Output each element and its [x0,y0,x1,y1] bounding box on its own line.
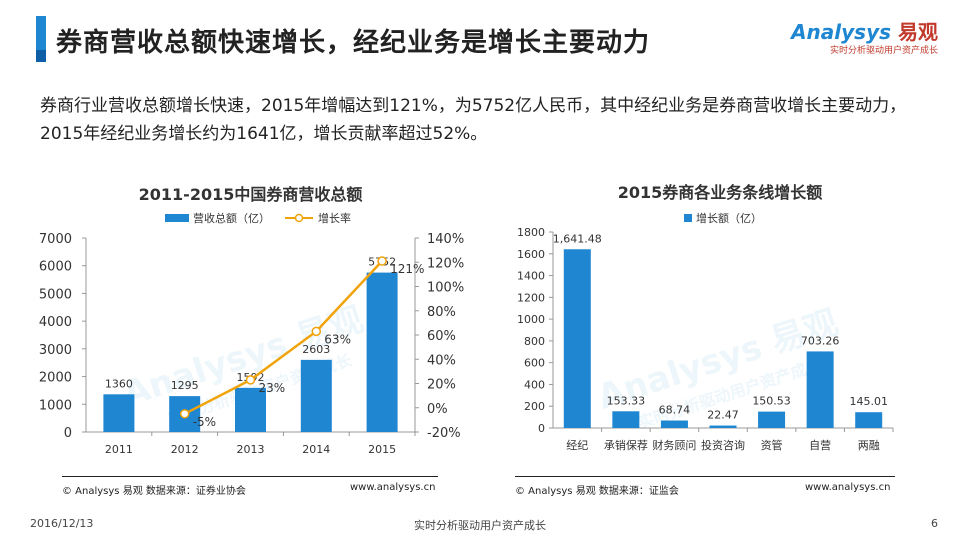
y-tick-label: 0 [64,426,72,441]
y-tick-label: 1000 [39,398,72,413]
y2-tick-label: 140% [427,232,464,247]
y2-tick-label: 100% [427,281,464,296]
x-tick-label: 2011 [105,443,133,456]
y2-tick-label: 0% [427,402,448,417]
legend-swatch-revenue [165,214,189,222]
footer-slogan: 实时分析驱动用户资产成长 [414,519,546,532]
x-tick-label: 2013 [237,443,265,456]
x-tick-label: 2014 [302,443,330,456]
revenue-bar [300,359,332,432]
page-title: 券商营收总额快速增长，经纪业务是增长主要动力 [56,28,651,58]
growth-bar [612,411,640,428]
chart1-source-divider [62,476,438,477]
y-tick-label: 800 [524,335,545,348]
y2-tick-label: 20% [427,378,456,393]
chart-title: 2011-2015中国券商营收总额 [139,185,363,204]
y-tick-label: 5000 [39,287,72,302]
y2-tick-label: -20% [427,426,461,441]
x-tick-label: 财务顾问 [652,438,696,452]
intro-paragraph: 券商行业营收总额增长快速，2015年增幅达到121%，为5752亿人民币，其中经… [40,96,907,144]
growth-bar [855,412,883,428]
growth-data-label: -5% [193,415,216,429]
y-tick-label: 7000 [39,232,72,247]
page-number: 6 [931,517,938,530]
revenue-chart: Analysys 易观实时分析驱动用户资产成长2011-2015中国券商营收总额… [39,185,464,456]
y-tick-label: 3000 [39,343,72,358]
x-tick-label: 2015 [368,443,396,456]
x-tick-label: 资管 [761,438,783,452]
revenue-data-label: 1360 [105,377,133,390]
y-tick-label: 6000 [39,260,72,275]
growth-data-label: 153.33 [607,394,646,407]
y-tick-label: 2000 [39,371,72,386]
logo-slogan: 实时分析驱动用户资产成长 [829,46,938,56]
y2-tick-label: 60% [427,329,456,344]
y-tick-label: 400 [524,378,545,391]
x-tick-label: 自营 [809,438,831,452]
growth-bar [709,425,737,428]
y-tick-label: 1800 [517,226,545,239]
growth-data-label: 23% [259,381,286,395]
growth-bar [806,351,834,428]
y2-tick-label: 120% [427,256,464,271]
growth-bar [660,420,688,428]
chart2-url: www.analysys.cn [805,482,891,493]
revenue-bar [103,394,135,432]
growth-data-label: 68.74 [659,404,691,417]
chart2-source: © Analysys 易观 数据来源：证监会 [515,486,679,497]
growth-bar [563,249,591,428]
legend-label-revenue: 营收总额（亿） [193,211,270,225]
y2-tick-label: 40% [427,353,456,368]
title-accent-bar [36,16,46,62]
analysys-logo: Analysys 易观 实时分析驱动用户资产成长 [791,16,938,56]
chart1-url: www.analysys.cn [350,482,436,493]
x-tick-label: 两融 [858,439,880,452]
title-accent-bar-dark [36,50,46,62]
legend-label-growth: 增长额（亿） [696,211,762,225]
logo-cn: 易观 [898,20,938,44]
growth-data-label: 145.01 [849,395,888,408]
y-tick-label: 1000 [517,313,545,326]
revenue-data-label: 1295 [171,379,199,392]
legend-label-growth: 增长率 [318,211,351,225]
x-tick-label: 2012 [171,443,199,456]
y2-tick-label: 80% [427,305,456,320]
logo-brand: Analysys [791,20,892,44]
x-tick-label: 经纪 [566,439,588,452]
business-growth-chart: Analysys 易观实时分析驱动用户资产成长2015券商各业务条线增长额增长额… [517,183,894,452]
chart-title: 2015券商各业务条线增长额 [618,183,823,202]
legend-swatch-growth [684,214,692,222]
growth-point [311,326,322,337]
growth-point [377,256,387,266]
revenue-bar [235,387,266,432]
y-tick-label: 1200 [517,291,545,304]
growth-point [245,375,256,385]
growth-data-label: 22.47 [707,409,739,422]
revenue-data-label: 2603 [302,343,330,356]
legend-marker-growth [294,213,304,223]
footer-date: 2016/12/13 [30,517,94,530]
growth-point [179,409,190,419]
y-tick-label: 1600 [517,248,545,261]
revenue-bar [366,272,398,432]
x-tick-label: 投资咨询 [701,438,745,452]
growth-line [184,260,384,415]
x-tick-label: 承销保荐 [604,438,648,452]
y-tick-label: 0 [538,422,545,435]
chart1-source: © Analysys 易观 数据来源：证券业协会 [62,486,246,497]
growth-data-label: 121% [390,262,424,276]
y-tick-label: 1400 [517,270,545,283]
growth-data-label: 63% [324,332,351,346]
y-tick-label: 200 [524,400,545,413]
growth-bar [758,411,786,428]
y-tick-label: 4000 [39,315,72,330]
growth-data-label: 703.26 [801,334,840,347]
growth-data-label: 150.53 [752,395,791,408]
y-tick-label: 600 [524,357,545,370]
chart2-source-divider [515,476,895,477]
growth-data-label: 1,641.48 [553,232,602,245]
